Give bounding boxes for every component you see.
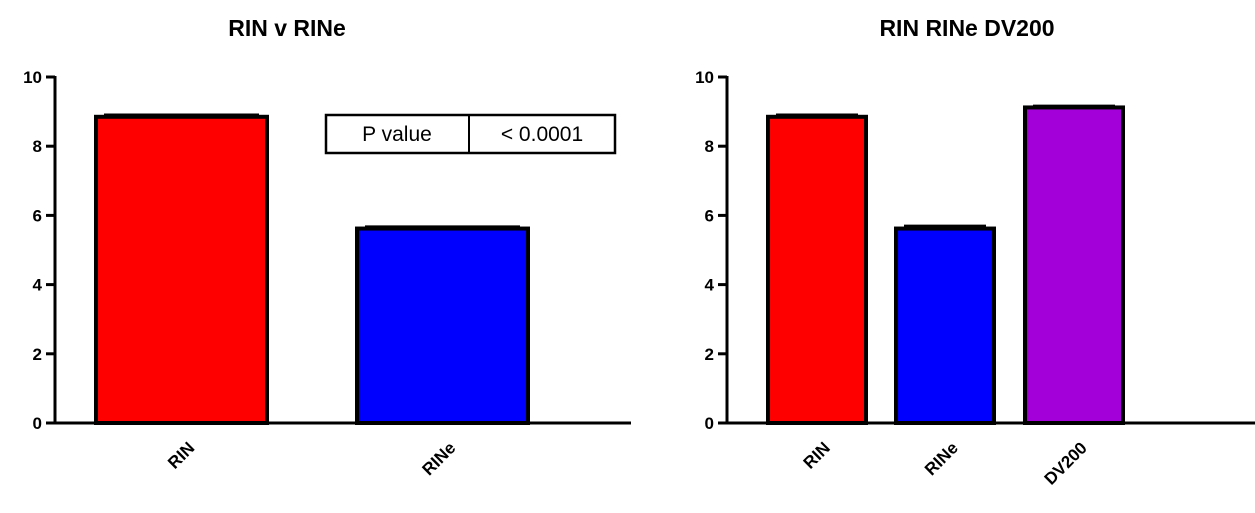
x-axis-labels: RIN RINe DV200 (800, 438, 1091, 488)
y-tick-label: 6 (33, 206, 42, 225)
y-tick-label: 8 (33, 137, 42, 156)
x-category-label: RIN (164, 438, 198, 472)
y-tick-label: 6 (705, 206, 714, 225)
y-tick-label: 4 (33, 276, 43, 295)
y-axis-ticks: 0 2 4 6 8 10 (23, 68, 55, 433)
x-axis-labels: RIN RINe (164, 438, 459, 479)
y-tick-label: 8 (705, 137, 714, 156)
x-category-label: RIN (800, 438, 834, 472)
p-value-box: P value < 0.0001 (324, 113, 617, 155)
p-value-label: P value (362, 123, 432, 146)
chart-rin-rine-dv200: RIN RINe DV200 0 2 4 6 8 10 RIN RINe DV200 (695, 15, 1255, 489)
y-tick-label: 0 (33, 414, 42, 433)
y-tick-label: 2 (705, 345, 714, 364)
y-tick-label: 2 (33, 345, 42, 364)
y-axis-ticks: 0 2 4 6 8 10 (695, 68, 727, 433)
bars (766, 104, 1125, 425)
p-value-box-frame (324, 113, 617, 155)
bar-dv200 (1023, 105, 1125, 425)
chart-title: RIN v RINe (228, 15, 346, 41)
chart-rin-v-rine: RIN v RINe 0 2 4 6 8 10 RIN RINe P value < 0.0… (23, 15, 631, 479)
x-category-label: DV200 (1041, 438, 1091, 488)
bar-rin (766, 114, 868, 425)
bar-rine (894, 226, 996, 425)
x-category-label: RINe (921, 438, 962, 479)
x-category-label: RINe (419, 438, 460, 479)
y-tick-label: 0 (705, 414, 714, 433)
y-tick-label: 10 (23, 68, 42, 87)
bars (94, 113, 530, 425)
y-tick-label: 10 (695, 68, 714, 87)
chart-title: RIN RINe DV200 (879, 15, 1054, 41)
p-value-value: < 0.0001 (501, 123, 583, 146)
bar-rin (94, 114, 269, 425)
y-tick-label: 4 (705, 276, 715, 295)
bar-rine (355, 226, 530, 425)
